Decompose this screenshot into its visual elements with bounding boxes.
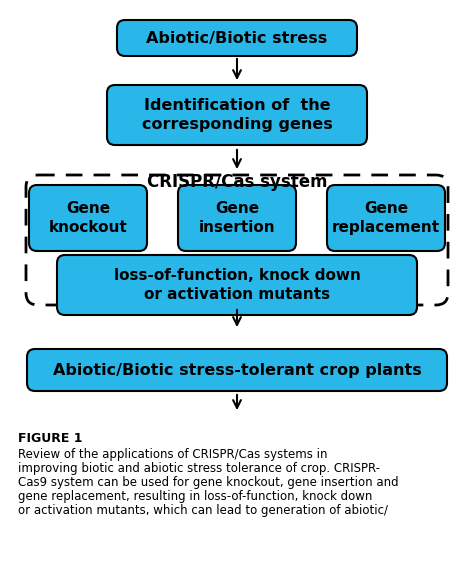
FancyBboxPatch shape	[57, 255, 417, 315]
FancyBboxPatch shape	[178, 185, 296, 251]
Text: Gene
insertion: Gene insertion	[199, 201, 275, 235]
Text: improving biotic and abiotic stress tolerance of crop. CRISPR-: improving biotic and abiotic stress tole…	[18, 462, 380, 475]
Text: Cas9 system can be used for gene knockout, gene insertion and: Cas9 system can be used for gene knockou…	[18, 476, 399, 489]
Text: Abiotic/Biotic stress-tolerant crop plants: Abiotic/Biotic stress-tolerant crop plan…	[53, 363, 421, 378]
Text: or activation mutants, which can lead to generation of abiotic/: or activation mutants, which can lead to…	[18, 504, 388, 517]
Text: Identification of  the
corresponding genes: Identification of the corresponding gene…	[142, 98, 332, 132]
Text: FIGURE 1: FIGURE 1	[18, 432, 82, 445]
FancyBboxPatch shape	[29, 185, 147, 251]
Text: Review of the applications of CRISPR/Cas systems in: Review of the applications of CRISPR/Cas…	[18, 448, 328, 461]
Text: CRISPR/Cas system: CRISPR/Cas system	[147, 173, 327, 191]
Text: Gene
knockout: Gene knockout	[49, 201, 128, 235]
Text: Abiotic/Biotic stress: Abiotic/Biotic stress	[146, 30, 328, 45]
FancyBboxPatch shape	[107, 85, 367, 145]
FancyBboxPatch shape	[327, 185, 445, 251]
FancyBboxPatch shape	[27, 349, 447, 391]
Text: Gene
replacement: Gene replacement	[332, 201, 440, 235]
FancyBboxPatch shape	[117, 20, 357, 56]
Text: loss-of-function, knock down
or activation mutants: loss-of-function, knock down or activati…	[114, 268, 360, 302]
Text: gene replacement, resulting in loss-of-function, knock down: gene replacement, resulting in loss-of-f…	[18, 490, 373, 503]
